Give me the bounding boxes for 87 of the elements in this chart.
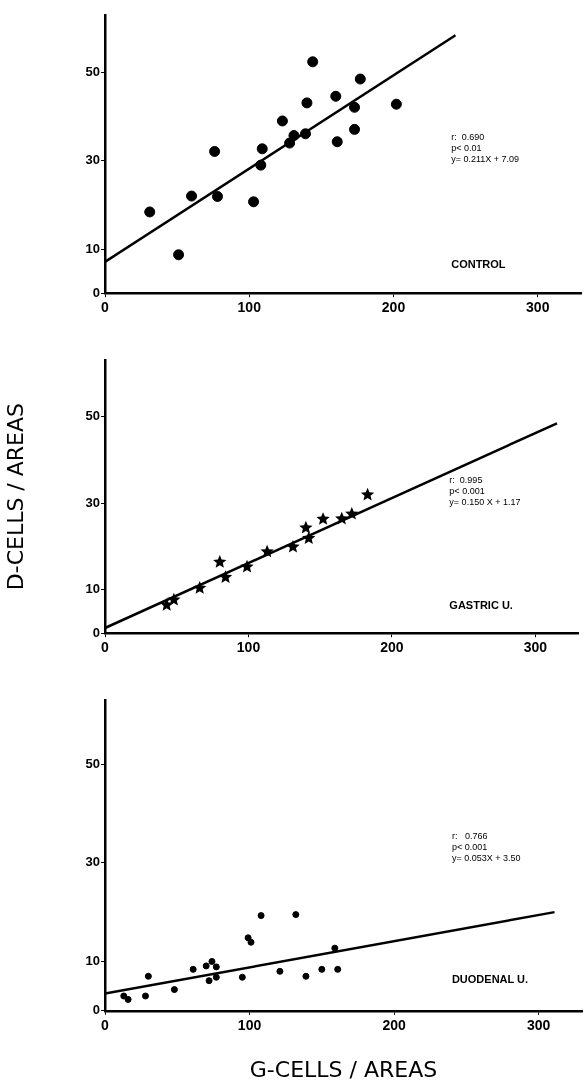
point: [276, 115, 288, 127]
y-tick-label: 0: [92, 624, 100, 640]
y-axis-title: D-CELLS / AREAS: [2, 402, 28, 591]
point: [316, 512, 330, 525]
point: [335, 511, 349, 525]
annotation: r: 0.690: [451, 131, 485, 142]
point: [257, 912, 265, 920]
point: [292, 911, 300, 919]
point: [354, 73, 366, 85]
y-tick-label: 10: [85, 240, 100, 256]
y-tick-label: 0: [92, 1002, 100, 1018]
point: [256, 143, 268, 155]
y-tick-label: 10: [85, 581, 100, 597]
point: [186, 190, 198, 202]
point: [349, 123, 361, 135]
point: [144, 206, 156, 218]
x-tick-label: 100: [236, 639, 261, 656]
point: [240, 559, 254, 573]
x-tick-label: 200: [380, 639, 404, 656]
x-tick-label: 100: [237, 299, 262, 316]
point: [209, 145, 221, 157]
y-tick-label: 0: [92, 284, 100, 300]
x-tick-label: 200: [381, 299, 406, 316]
annotation: p< 0.01: [451, 142, 482, 153]
y-tick-label: 50: [85, 63, 100, 79]
y-tick-label: 50: [85, 755, 100, 771]
annotation: r: 0.766: [451, 831, 488, 842]
point: [144, 972, 152, 980]
annotation: p< 0.001: [449, 485, 485, 496]
point: [301, 97, 313, 109]
annotation: GASTRIC U.: [449, 598, 513, 611]
point: [390, 98, 402, 110]
annotation: CONTROL: [451, 258, 506, 271]
point: [170, 986, 178, 994]
y-tick-label: 30: [85, 152, 100, 168]
y-tick-label: 30: [85, 494, 100, 510]
point: [212, 190, 224, 202]
annotation: y= 0.211X + 7.09: [451, 153, 520, 164]
point: [238, 973, 246, 981]
point: [247, 938, 255, 946]
x-axis-title: G-CELLS / AREAS: [249, 1056, 438, 1082]
point: [288, 130, 300, 142]
point: [120, 992, 128, 1000]
x-tick-label: 100: [237, 1017, 262, 1034]
x-tick-label: 300: [526, 299, 550, 316]
point: [248, 196, 260, 208]
point: [345, 506, 359, 520]
point: [276, 967, 284, 975]
point: [218, 570, 233, 583]
point: [318, 965, 326, 973]
point: [124, 995, 132, 1003]
point: [193, 581, 207, 594]
point: [307, 56, 319, 68]
point: [212, 963, 220, 971]
x-tick-label: 300: [523, 639, 548, 656]
point: [202, 962, 210, 970]
annotation: y= 0.053X + 3.50: [451, 853, 521, 864]
point: [331, 136, 343, 148]
point: [205, 977, 213, 985]
point: [208, 957, 216, 965]
point: [334, 965, 342, 973]
point: [141, 992, 149, 1000]
point: [349, 101, 361, 113]
point: [300, 128, 311, 140]
point: [173, 249, 185, 261]
point: [255, 159, 267, 171]
annotation: p< 0.001: [451, 842, 488, 853]
annotation: y= 0.150 X + 1.17: [449, 496, 521, 507]
point: [299, 520, 313, 534]
point: [286, 539, 300, 553]
point: [302, 531, 316, 544]
point: [167, 592, 181, 606]
annotation: DUODENAL U.: [451, 972, 529, 985]
point: [260, 544, 274, 558]
y-tick-label: 50: [85, 407, 100, 423]
point: [330, 90, 342, 102]
point: [331, 944, 339, 952]
point: [213, 555, 227, 568]
point: [189, 965, 197, 973]
x-tick-label: 200: [382, 1017, 406, 1034]
x-tick-label: 300: [526, 1017, 551, 1034]
point: [212, 973, 220, 981]
point: [302, 972, 310, 980]
y-tick-label: 30: [85, 854, 100, 870]
y-tick-label: 10: [85, 953, 100, 969]
point: [360, 487, 375, 501]
annotation: r: 0.995: [449, 474, 483, 485]
